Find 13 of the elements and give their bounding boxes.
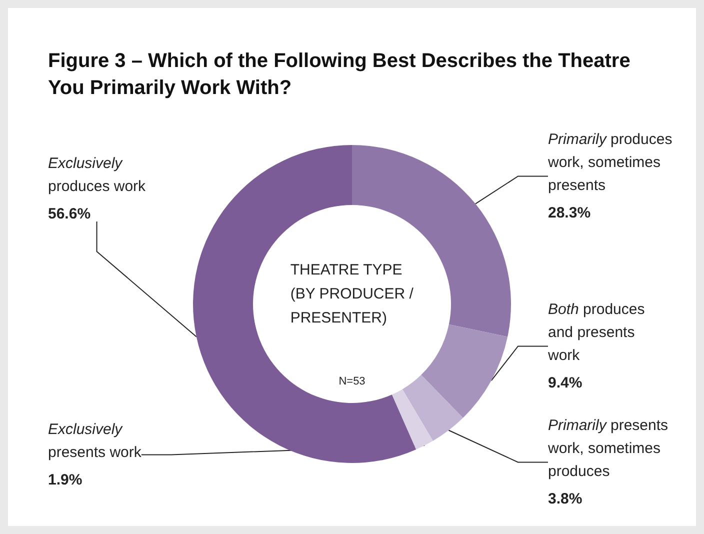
slice-label: Exclusively produces work <box>48 155 146 195</box>
data-label: 3.8% <box>548 490 582 508</box>
chart-title: Figure 3 – Which of the Following Best Describes the Theatre You Primarily Work With? <box>48 49 632 101</box>
text: N=53 <box>338 376 366 388</box>
slice-label: Primarily produces work, sometimes presents <box>547 131 672 194</box>
data-label: 56.6% <box>48 206 91 222</box>
data-label: 1.9% <box>48 472 82 488</box>
text: THEATRE TYPE (BY PRODUCER / PRESENTER) <box>290 262 414 326</box>
slice-label: Both produces and presents work <box>547 301 645 364</box>
slice-label: Primarily presents work, sometimes produces <box>547 417 668 480</box>
slice-label: Exclusively presents work <box>48 421 142 461</box>
data-label: 28.3% <box>548 204 591 222</box>
data-label: 9.4% <box>548 374 582 392</box>
